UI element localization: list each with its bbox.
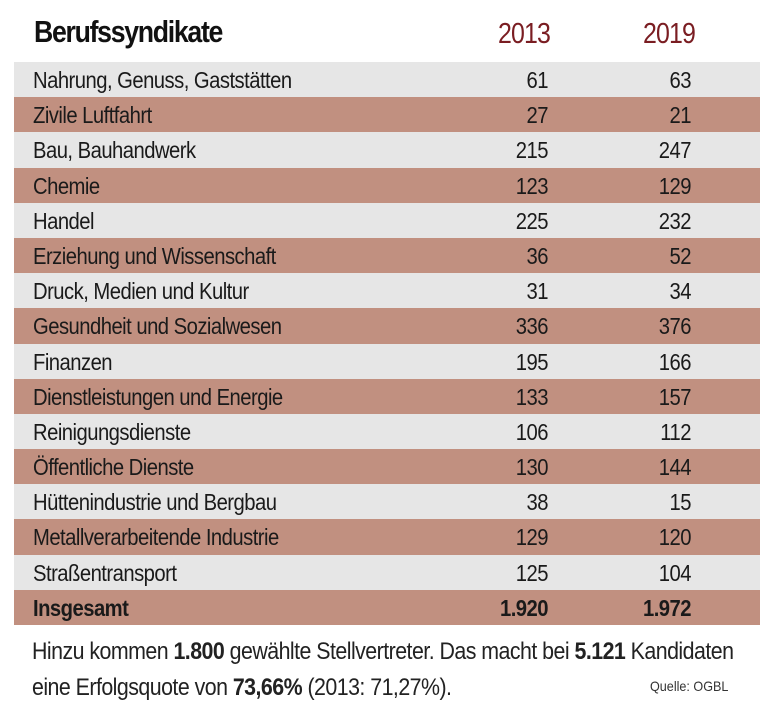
footer-text: Hinzu kommen [32,638,174,665]
table-row: Straßentransport 125 104 [14,554,760,590]
footer-highlight: 5.121 [574,638,626,665]
value-2019: 129 [658,172,692,199]
value-2013: 133 [515,383,549,410]
value-2013: 61 [526,67,549,93]
row-label: Metallverarbeitende Industrie [33,524,279,551]
value-2013: 106 [515,418,549,445]
footer-line-1: Hinzu kommen 1.800 gewählte Stellvertret… [32,634,734,670]
table-row: Chemie 123 129 [14,167,760,203]
row-label: Druck, Medien und Kultur [33,278,249,305]
table-row: Handel 225 232 [14,202,760,238]
value-2013: 31 [526,278,549,305]
row-label: Reinigungsdienste [33,418,191,445]
value-2019: 52 [669,242,692,269]
value-2013: 215 [515,137,549,164]
value-2013: 1.920 [499,594,549,621]
row-label: Öffentliche Dienste [33,454,194,481]
footer-text: eine Erfolgsquote von [32,674,233,701]
total-row: Insgesamt 1.920 1.972 [14,589,760,625]
row-label: Dienstleistungen und Energie [33,383,283,410]
footer-line-2: eine Erfolgsquote von 73,66% (2013: 71,2… [32,670,682,706]
value-2019: 63 [669,67,692,93]
value-2019: 232 [658,207,692,234]
footer-highlight: 1.800 [173,638,225,665]
table-row: Zivile Luftfahrt 27 21 [14,97,760,133]
table-row: Metallverarbeitende Industrie 129 120 [14,519,760,555]
row-label: Straßentransport [33,559,177,586]
value-2013: 336 [515,313,549,340]
row-label: Nahrung, Genuss, Gaststätten [33,67,292,93]
value-2019: 120 [658,524,692,551]
value-2013: 130 [515,454,549,481]
row-label: Hüttenindustrie und Bergbau [33,489,277,516]
column-header-2013: 2013 [497,18,551,50]
table-row: Bau, Bauhandwerk 215 247 [14,132,760,168]
row-label: Chemie [33,172,100,199]
value-2013: 125 [515,559,549,586]
table-row: Gesundheit und Sozialwesen 336 376 [14,308,760,344]
table-row: Erziehung und Wissenschaft 36 52 [14,237,760,274]
data-table: Nahrung, Genuss, Gaststätten 61 63 Zivile L… [14,62,760,625]
value-2019: 112 [660,418,691,445]
value-2019: 15 [669,489,692,516]
footer-text: gewählte Stellvertreter. Das macht bei [224,638,575,665]
row-label: Gesundheit und Sozialwesen [33,313,282,340]
table-row: Finanzen 195 166 [14,343,760,379]
table-row: Nahrung, Genuss, Gaststätten 61 63 [14,62,760,98]
value-2019: 1.972 [642,594,692,621]
table-row: Reinigungsdienste 106 112 [14,413,760,450]
footer-text: (2013: 71,27%). [302,674,452,701]
row-label: Finanzen [33,348,113,375]
footer-note: Hinzu kommen 1.800 gewählte Stellvertret… [32,634,762,706]
table-row: Öffentliche Dienste 130 144 [14,449,760,485]
value-2013: 36 [526,242,549,269]
value-2019: 144 [658,454,692,481]
footer-text: Kandidaten [625,638,734,665]
table-header: Berufssyndikate 2013 2019 [0,0,779,62]
value-2013: 225 [515,207,549,234]
value-2019: 104 [658,559,692,586]
row-label: Insgesamt [33,594,129,621]
value-2019: 157 [658,383,692,410]
value-2013: 129 [515,524,549,551]
value-2019: 34 [669,278,692,305]
value-2013: 27 [526,102,549,129]
table-row: Hüttenindustrie und Bergbau 38 15 [14,484,760,520]
column-header-2019: 2019 [642,18,696,50]
table-title: Berufssyndikate [34,14,223,49]
value-2013: 38 [526,489,549,516]
row-label: Erziehung und Wissenschaft [33,242,276,269]
value-2019: 166 [658,348,692,375]
value-2013: 195 [515,348,549,375]
row-label: Zivile Luftfahrt [33,102,152,129]
value-2019: 376 [658,313,692,340]
row-label: Handel [33,207,95,234]
footer-highlight: 73,66% [232,674,303,701]
table-row: Dienstleistungen und Energie 133 157 [14,378,760,414]
row-label: Bau, Bauhandwerk [33,137,196,164]
value-2019: 21 [669,102,692,129]
value-2019: 247 [658,137,692,164]
table-row: Druck, Medien und Kultur 31 34 [14,273,760,309]
value-2013: 123 [515,172,549,199]
source-credit: Quelle: OGBL [650,678,729,694]
